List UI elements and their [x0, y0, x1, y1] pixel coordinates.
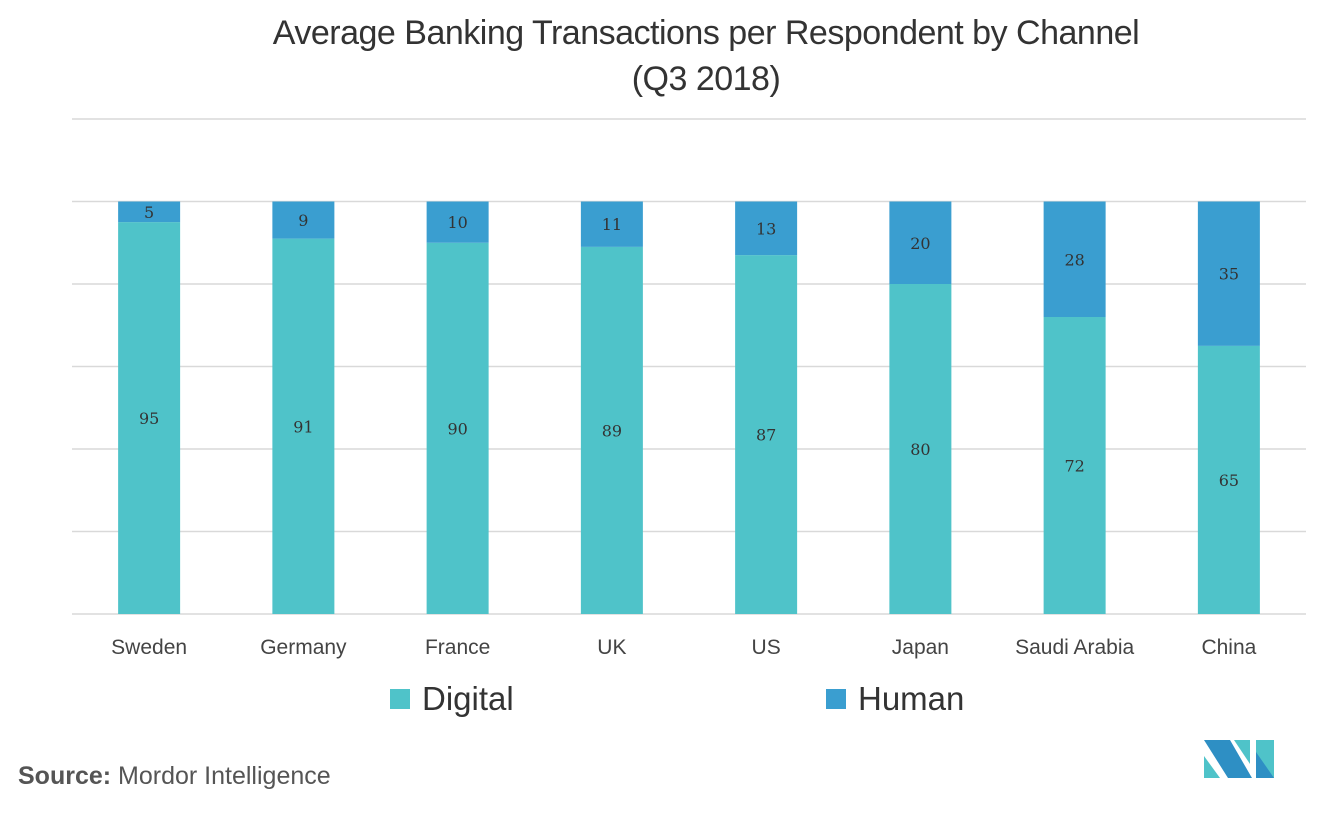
- chart-title: Average Banking Transactions per Respond…: [0, 10, 1327, 102]
- x-tick-label: Sweden: [111, 636, 187, 659]
- bar-digital-uk: [580, 246, 643, 614]
- source-text: Mordor Intelligence: [118, 762, 331, 790]
- x-tick-label: France: [425, 636, 490, 659]
- source-label: Source:: [18, 762, 112, 790]
- bar-human-germany: [272, 201, 335, 239]
- data-label: 65: [1219, 471, 1239, 490]
- bar-digital-france: [426, 242, 489, 614]
- x-tick-label: UK: [597, 636, 626, 659]
- bar-human-sweden: [118, 201, 181, 223]
- bar-chart: 95 5 Sweden 91 9 Germany 90 10 France 89 11 UK 87 13 U…: [72, 118, 1306, 659]
- data-label: 28: [1064, 250, 1084, 269]
- bar-human-saudi-arabia: [1043, 201, 1106, 317]
- x-tick-label: Germany: [260, 636, 347, 659]
- data-label: 11: [602, 215, 622, 234]
- source-note: Source: Mordor Intelligence: [18, 762, 331, 791]
- data-label: 72: [1064, 457, 1084, 476]
- bar-digital-japan: [889, 284, 952, 614]
- x-tick-label: US: [752, 636, 781, 659]
- title-line-2: (Q3 2018): [631, 60, 781, 98]
- data-label: 90: [447, 419, 467, 438]
- data-label: 20: [910, 234, 930, 253]
- data-label: 5: [144, 203, 154, 222]
- bar-human-us: [735, 201, 798, 256]
- data-label: 35: [1219, 265, 1239, 284]
- legend: Digital Human: [0, 680, 1327, 724]
- data-label: 89: [602, 421, 622, 440]
- legend-item-digital: Digital: [390, 680, 514, 718]
- x-tick-label: Japan: [892, 636, 949, 659]
- data-label: 13: [756, 219, 776, 238]
- legend-label-digital: Digital: [422, 680, 514, 717]
- bar-digital-china: [1197, 345, 1260, 614]
- bar-digital-us: [735, 255, 798, 614]
- data-label: 9: [298, 211, 308, 230]
- data-label: 80: [910, 440, 930, 459]
- data-label: 10: [447, 213, 467, 232]
- bar-digital-germany: [272, 238, 335, 614]
- bar-human-france: [426, 201, 489, 243]
- legend-label-human: Human: [858, 680, 965, 717]
- legend-swatch-human: [826, 689, 846, 709]
- legend-swatch-digital: [390, 689, 410, 709]
- data-label: 91: [293, 417, 313, 436]
- data-label: 87: [756, 426, 776, 445]
- data-label: 95: [139, 409, 159, 428]
- x-tick-label: China: [1201, 636, 1256, 659]
- bar-digital-saudi-arabia: [1043, 317, 1106, 614]
- bar-human-uk: [580, 201, 643, 247]
- x-tick-label: Saudi Arabia: [1015, 636, 1134, 659]
- bar-digital-sweden: [118, 222, 181, 614]
- legend-item-human: Human: [826, 680, 964, 718]
- bar-human-china: [1197, 201, 1260, 346]
- title-line-1: Average Banking Transactions per Respond…: [272, 14, 1140, 52]
- bar-human-japan: [889, 201, 952, 284]
- mordor-logo: [1204, 740, 1274, 778]
